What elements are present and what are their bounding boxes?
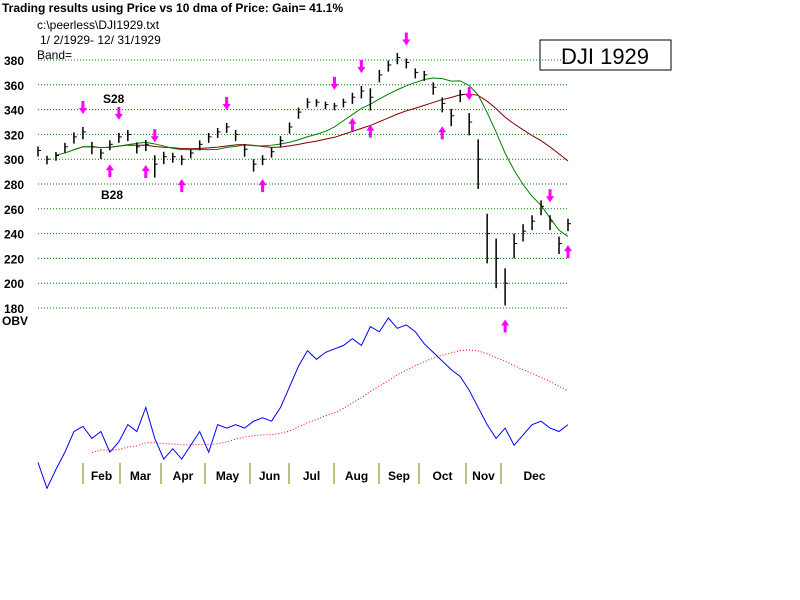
month-label: May bbox=[216, 469, 240, 483]
buy-arrow-icon bbox=[438, 126, 447, 140]
sell-arrow-icon bbox=[357, 60, 366, 74]
date-range: 1/ 2/1929- 12/ 31/1929 bbox=[40, 33, 161, 47]
annotation-s28: S28 bbox=[103, 92, 125, 106]
file-label: c:\peerless\DJI1929.txt bbox=[37, 18, 160, 32]
buy-arrow-icon bbox=[177, 179, 186, 193]
y-tick-label: 200 bbox=[4, 277, 24, 291]
month-label: Jun bbox=[259, 469, 280, 483]
sell-arrow-icon bbox=[222, 96, 231, 110]
sell-arrow-icon bbox=[330, 76, 339, 90]
month-label: Mar bbox=[130, 469, 152, 483]
y-tick-label: 240 bbox=[4, 228, 24, 242]
buy-arrow-icon bbox=[564, 245, 572, 259]
y-tick-label: 300 bbox=[4, 153, 24, 167]
buy-arrow-icon bbox=[105, 164, 114, 178]
buy-arrow-icon bbox=[348, 117, 357, 131]
annotation-b28: B28 bbox=[101, 188, 123, 202]
y-tick-label: 320 bbox=[4, 128, 24, 142]
month-label: Sep bbox=[388, 469, 410, 483]
buy-arrow-icon bbox=[501, 319, 510, 333]
ma-long-line bbox=[73, 93, 569, 162]
y-tick-label: 220 bbox=[4, 252, 24, 266]
month-label: Feb bbox=[91, 469, 112, 483]
buy-arrow-icon bbox=[366, 124, 375, 138]
sell-arrow-icon bbox=[78, 100, 87, 114]
buy-arrow-icon bbox=[258, 179, 267, 193]
y-tick-label: 380 bbox=[4, 54, 24, 68]
month-label: Dec bbox=[523, 469, 545, 483]
obv-label: OBV bbox=[2, 314, 28, 328]
month-label: Apr bbox=[173, 469, 194, 483]
band-label: Band= bbox=[37, 48, 72, 62]
y-tick-label: 360 bbox=[4, 79, 24, 93]
y-tick-label: 280 bbox=[4, 178, 24, 192]
sell-arrow-icon bbox=[114, 106, 123, 120]
sell-arrow-icon bbox=[150, 129, 159, 143]
y-tick-label: 340 bbox=[4, 104, 24, 118]
y-tick-label: 180 bbox=[4, 302, 24, 316]
title-box bbox=[539, 39, 672, 71]
sell-arrow-icon bbox=[546, 189, 555, 203]
month-label: Jul bbox=[303, 469, 320, 483]
y-tick-label: 260 bbox=[4, 203, 24, 217]
ma-short-line bbox=[55, 77, 569, 237]
title-box-label: DJI 1929 bbox=[561, 44, 649, 69]
month-label: Oct bbox=[432, 469, 452, 483]
sell-arrow-icon bbox=[465, 87, 474, 101]
chart-title: Trading results using Price vs 10 dma of… bbox=[2, 1, 343, 15]
buy-arrow-icon bbox=[141, 165, 150, 179]
month-label: Aug bbox=[345, 469, 368, 483]
month-label: Nov bbox=[472, 469, 495, 483]
sell-arrow-icon bbox=[402, 32, 411, 46]
obv-line bbox=[37, 317, 569, 490]
